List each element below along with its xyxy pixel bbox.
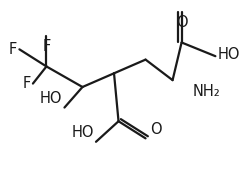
Text: F: F (42, 39, 51, 54)
Text: O: O (150, 122, 162, 137)
Text: O: O (176, 15, 187, 30)
Text: F: F (9, 42, 17, 57)
Text: F: F (22, 76, 31, 91)
Text: NH₂: NH₂ (193, 84, 221, 99)
Text: HO: HO (40, 91, 62, 106)
Text: HO: HO (71, 125, 94, 140)
Text: HO: HO (218, 47, 240, 62)
